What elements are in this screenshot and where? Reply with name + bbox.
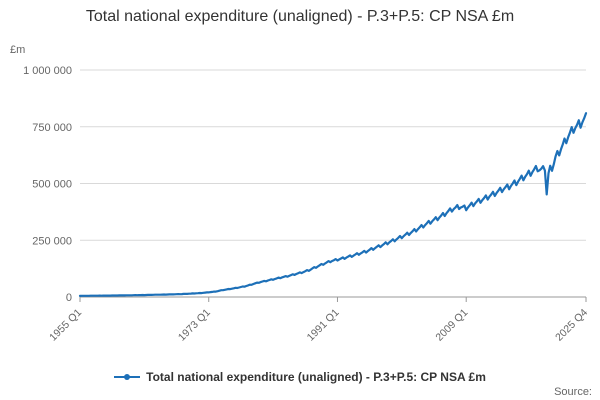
svg-text:1955 Q1: 1955 Q1 (47, 307, 84, 344)
svg-text:1 000 000: 1 000 000 (23, 65, 72, 77)
svg-text:1991 Q1: 1991 Q1 (305, 307, 342, 344)
chart-title: Total national expenditure (unaligned) -… (85, 8, 515, 25)
legend-label: Total national expenditure (unaligned) -… (146, 370, 486, 384)
svg-text:2025 Q4: 2025 Q4 (553, 307, 590, 344)
svg-text:500 000: 500 000 (32, 179, 72, 191)
svg-text:0: 0 (66, 292, 72, 304)
svg-text:250 000: 250 000 (32, 235, 72, 247)
svg-text:1973 Q1: 1973 Q1 (176, 307, 213, 344)
svg-text:750 000: 750 000 (32, 122, 72, 134)
legend-item[interactable]: Total national expenditure (unaligned) -… (0, 370, 600, 384)
source-label: Source: (554, 386, 592, 398)
chart-canvas: 0 250 000 500 000 750 000 1 000 000 1955 Q1 19… (23, 65, 590, 344)
svg-text:2009 Q1: 2009 Q1 (433, 307, 470, 344)
y-axis-unit-label: £m (10, 44, 26, 56)
legend-line-marker-icon (114, 374, 141, 380)
